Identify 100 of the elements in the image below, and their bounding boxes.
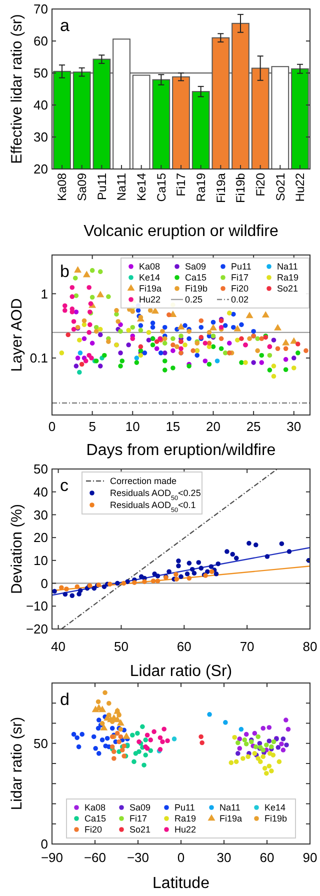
point xyxy=(304,348,308,354)
x-tick-label: Ka08 xyxy=(55,172,70,202)
point xyxy=(162,350,168,356)
y-axis-title: Deviation (%) xyxy=(8,504,26,594)
point xyxy=(247,336,252,342)
point xyxy=(77,370,82,375)
point xyxy=(286,726,291,732)
x-tick-label: −60 xyxy=(84,850,106,865)
x-tick-label: 70 xyxy=(240,639,254,654)
point xyxy=(100,738,105,742)
point xyxy=(143,738,148,742)
point xyxy=(100,724,108,730)
point xyxy=(296,342,300,346)
point xyxy=(232,734,237,740)
point xyxy=(235,338,240,342)
point xyxy=(91,734,96,740)
point xyxy=(82,336,87,342)
point xyxy=(121,580,126,586)
point xyxy=(138,323,144,328)
point xyxy=(231,312,236,317)
point xyxy=(70,310,75,314)
point xyxy=(96,718,102,722)
point xyxy=(144,732,150,738)
point xyxy=(130,732,135,738)
annotation: d xyxy=(60,690,70,709)
point xyxy=(256,756,261,761)
legend-label: Ra19 xyxy=(277,272,299,283)
point xyxy=(106,294,111,300)
point xyxy=(118,350,123,356)
point xyxy=(198,324,204,330)
y-tick-label: 0.1 xyxy=(30,350,48,366)
point xyxy=(75,356,80,360)
point xyxy=(110,726,115,731)
point xyxy=(251,360,256,365)
point xyxy=(239,336,244,342)
point xyxy=(114,730,120,736)
point xyxy=(283,367,288,372)
point xyxy=(72,276,78,280)
point xyxy=(236,751,240,756)
x-tick-label: Fi17 xyxy=(174,172,188,196)
point xyxy=(138,328,144,333)
point xyxy=(96,751,102,756)
point xyxy=(132,759,136,764)
point xyxy=(200,740,204,746)
point xyxy=(79,362,84,367)
point xyxy=(62,308,68,313)
point xyxy=(253,744,258,750)
point xyxy=(88,322,92,328)
point xyxy=(283,357,288,362)
legend-label: Sa09 xyxy=(130,802,151,813)
legend-label: 0.02 xyxy=(231,294,249,305)
point xyxy=(96,290,104,298)
x-tick-label: 30 xyxy=(216,850,232,865)
point xyxy=(71,732,76,737)
point xyxy=(114,308,119,313)
point xyxy=(126,328,131,333)
y-tick-label: 60 xyxy=(34,34,48,49)
point xyxy=(291,356,296,360)
point xyxy=(276,759,282,764)
point xyxy=(226,310,232,316)
point xyxy=(151,307,159,314)
point xyxy=(264,770,269,776)
point xyxy=(106,339,111,344)
point xyxy=(103,744,108,748)
y-tick-label: 0 xyxy=(40,576,48,591)
point xyxy=(138,352,144,358)
point xyxy=(210,320,216,325)
point xyxy=(256,734,261,740)
point xyxy=(269,768,274,774)
point xyxy=(216,561,221,566)
point xyxy=(148,748,154,754)
point xyxy=(110,744,115,750)
point xyxy=(266,764,272,769)
point xyxy=(172,736,177,742)
point xyxy=(206,362,212,367)
point xyxy=(74,584,80,590)
y-tick-label: −20 xyxy=(26,622,48,637)
point xyxy=(138,344,144,350)
point xyxy=(255,348,260,354)
point xyxy=(165,738,170,744)
point xyxy=(262,766,268,771)
point xyxy=(150,342,156,348)
x-tick-label: Fi20 xyxy=(254,172,268,196)
point xyxy=(102,690,108,696)
point xyxy=(178,574,184,580)
point xyxy=(162,324,168,330)
x-tick-label: Hu22 xyxy=(293,172,308,202)
legend-label: Ka08 xyxy=(84,802,106,813)
point xyxy=(122,732,130,739)
point xyxy=(70,593,75,598)
point xyxy=(136,749,142,754)
point xyxy=(214,572,219,576)
point xyxy=(237,746,242,751)
point xyxy=(279,742,284,746)
point xyxy=(146,338,152,342)
x-tick-label: 20 xyxy=(206,419,220,434)
legend-label: Na11 xyxy=(277,262,298,272)
point xyxy=(244,732,249,737)
legend-label: 0.25 xyxy=(185,294,203,305)
x-tick-label: 5 xyxy=(88,419,96,434)
